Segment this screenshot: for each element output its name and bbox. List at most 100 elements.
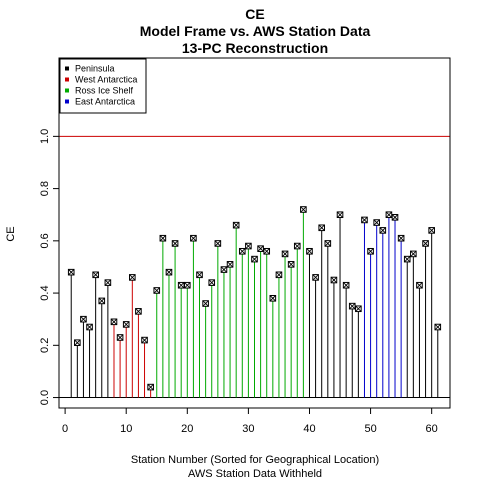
point-cross	[349, 303, 356, 310]
point-cross	[214, 240, 221, 247]
x-tick-label: 30	[242, 423, 254, 435]
point-cross	[104, 279, 111, 286]
point-cross	[202, 300, 209, 307]
station-point	[293, 242, 301, 250]
point-cross	[312, 274, 319, 281]
point-cross	[251, 256, 258, 263]
point-cross	[361, 216, 368, 224]
point-cross	[184, 282, 191, 289]
point-cross	[428, 227, 435, 234]
station-point	[177, 281, 185, 289]
point-cross	[226, 261, 234, 268]
station-point	[318, 224, 326, 232]
station-point	[220, 266, 228, 273]
station-point	[214, 240, 222, 247]
point-cross	[367, 248, 374, 255]
station-point	[196, 271, 203, 279]
x-axis-label-line-2: AWS Station Data Withheld	[188, 468, 322, 480]
y-axis-label: CE	[5, 226, 17, 241]
station-point	[281, 250, 289, 258]
station-point	[275, 271, 283, 279]
legend-box	[59, 58, 147, 114]
point-cross	[422, 240, 429, 247]
station-point	[110, 318, 118, 326]
legend-swatch	[65, 99, 69, 104]
station-point	[202, 300, 209, 307]
point-cross	[178, 282, 185, 289]
point-cross	[404, 256, 411, 263]
station-point	[122, 321, 130, 328]
chart-title-line-2: Model Frame vs. AWS Station Data	[140, 23, 371, 39]
station-point	[147, 383, 154, 391]
point-cross	[147, 383, 154, 391]
legend-label: West Antarctica	[75, 75, 137, 85]
point-cross	[110, 318, 118, 325]
x-axis: 0 10 20 30 40 50 60	[62, 407, 438, 435]
x-axis-label-line-1: Station Number (Sorted for Geographical …	[131, 454, 379, 466]
station-point	[391, 214, 399, 221]
point-cross	[306, 248, 313, 255]
point-cross	[275, 271, 283, 278]
point-cross	[257, 245, 264, 252]
x-tick-label: 0	[62, 423, 68, 435]
station-point	[263, 247, 271, 255]
station-point	[367, 247, 374, 255]
point-cross	[116, 334, 124, 341]
x-tick-label: 20	[181, 423, 193, 435]
point-cross	[398, 235, 405, 242]
legend-label: East Antarctica	[75, 97, 135, 107]
station-point	[257, 245, 264, 252]
point-cross	[196, 271, 203, 278]
station-point	[410, 250, 417, 258]
station-point	[422, 240, 429, 247]
station-point	[116, 334, 124, 341]
x-tick-label: 50	[364, 423, 376, 435]
point-cross	[373, 219, 380, 226]
station-point	[74, 339, 81, 347]
point-cross	[281, 250, 289, 258]
point-cross	[343, 282, 350, 289]
station-point	[397, 234, 405, 242]
point-cross	[86, 323, 93, 331]
point-cross	[98, 297, 105, 305]
y-tick-label: 0.6	[39, 233, 51, 248]
station-point	[183, 281, 191, 289]
point-cross	[416, 282, 423, 289]
point-cross	[80, 316, 87, 323]
point-cross	[288, 261, 295, 268]
point-cross	[336, 211, 344, 218]
point-cross	[171, 240, 179, 247]
station-point	[238, 247, 246, 255]
station-point	[385, 211, 393, 219]
point-cross	[129, 274, 136, 281]
station-point	[269, 294, 277, 302]
chart-title-line-1: CE	[245, 6, 264, 22]
point-cross	[294, 242, 301, 250]
y-tick-label: 0.8	[39, 181, 51, 196]
station-point	[208, 279, 216, 286]
station-point	[416, 281, 423, 289]
point-cross	[300, 206, 307, 213]
point-cross	[324, 240, 331, 247]
station-point	[245, 242, 252, 250]
station-point	[98, 297, 106, 305]
point-cross	[233, 222, 240, 229]
point-cross	[245, 242, 252, 250]
point-cross	[165, 269, 173, 276]
y-tick-label: 1.0	[39, 129, 51, 144]
station-point	[232, 221, 240, 229]
station-point	[342, 281, 350, 289]
station-point	[379, 227, 387, 234]
point-cross	[123, 321, 130, 328]
point-cross	[385, 211, 393, 218]
chart-title-line-3: 13-PC Reconstruction	[182, 40, 328, 56]
x-tick-label: 60	[426, 423, 438, 435]
point-cross	[330, 276, 338, 284]
station-point	[251, 255, 258, 263]
legend-swatch	[65, 66, 69, 71]
y-tick-label: 0.0	[39, 390, 51, 405]
station-point	[226, 261, 234, 268]
station-point	[141, 336, 148, 344]
